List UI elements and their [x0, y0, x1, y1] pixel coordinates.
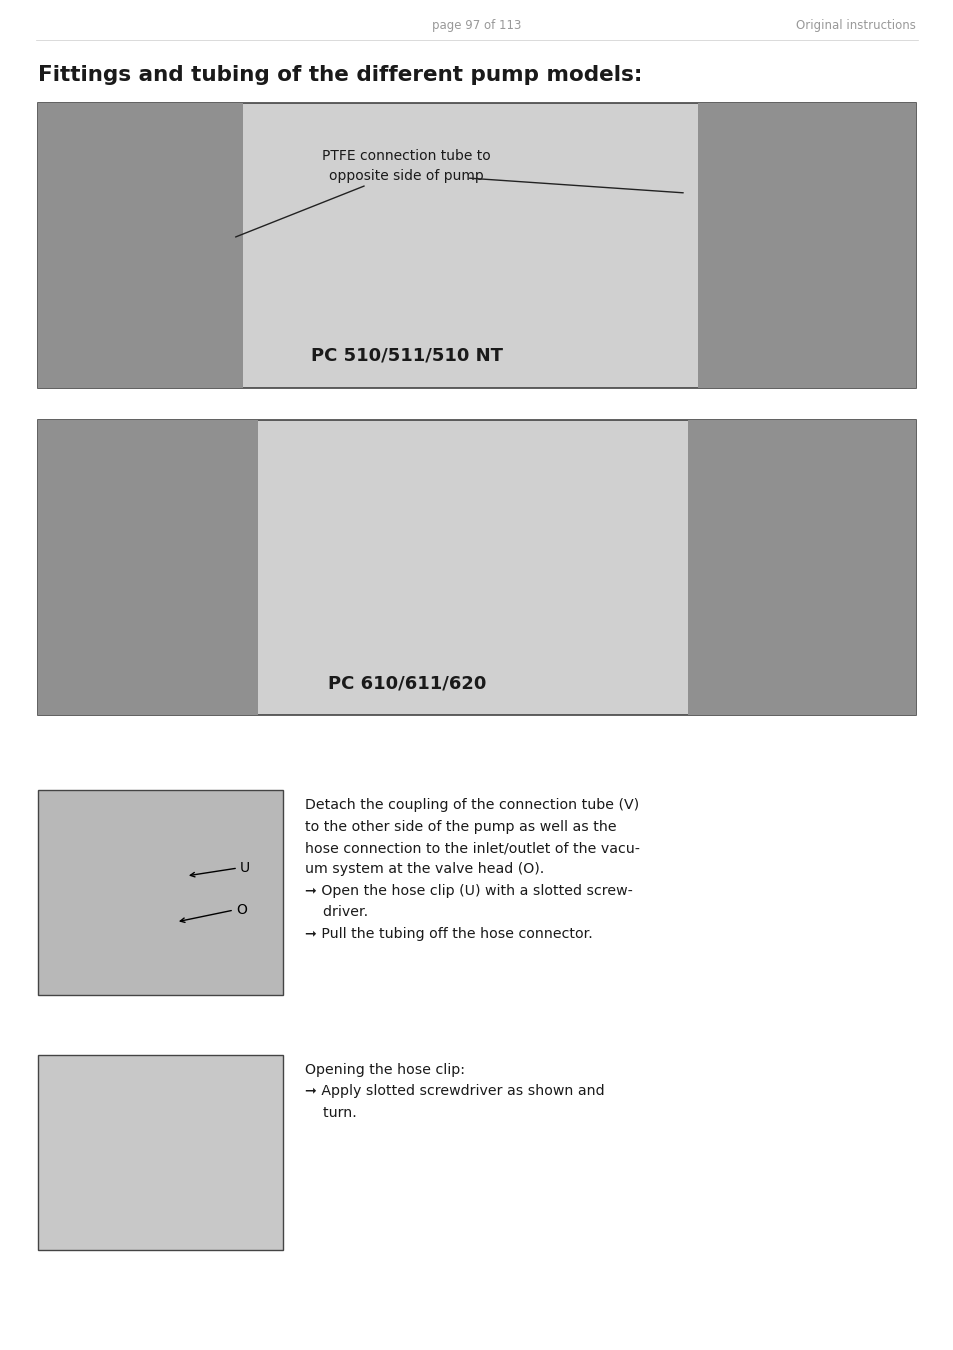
Bar	[38, 420, 915, 716]
Text: PC 610/611/620: PC 610/611/620	[327, 674, 485, 693]
Bar	[687, 420, 915, 716]
Text: ➞ Open the hose clip (U) with a slotted screw-: ➞ Open the hose clip (U) with a slotted …	[305, 884, 632, 898]
Text: U: U	[240, 861, 250, 875]
Text: turn.: turn.	[305, 1106, 356, 1120]
Text: Opening the hose clip:: Opening the hose clip:	[305, 1062, 464, 1077]
Text: ➞ Pull the tubing off the hose connector.: ➞ Pull the tubing off the hose connector…	[305, 927, 592, 941]
Text: Original instructions: Original instructions	[796, 19, 915, 32]
Bar	[38, 420, 257, 716]
Text: to the other side of the pump as well as the: to the other side of the pump as well as…	[305, 819, 616, 833]
Text: page 97 of 113: page 97 of 113	[432, 19, 521, 32]
Text: PC 510/511/510 NT: PC 510/511/510 NT	[311, 347, 502, 364]
Text: hose connection to the inlet/outlet of the vacu-: hose connection to the inlet/outlet of t…	[305, 841, 639, 855]
Bar	[38, 1054, 283, 1250]
Bar	[38, 790, 283, 995]
Bar	[38, 103, 915, 387]
Text: O: O	[235, 903, 247, 917]
Bar	[698, 103, 915, 387]
Text: driver.: driver.	[305, 906, 368, 919]
Text: Fittings and tubing of the different pump models:: Fittings and tubing of the different pum…	[38, 65, 641, 85]
Text: um system at the valve head (O).: um system at the valve head (O).	[305, 863, 543, 876]
Text: PTFE connection tube to: PTFE connection tube to	[322, 148, 491, 163]
Text: Detach the coupling of the connection tube (V): Detach the coupling of the connection tu…	[305, 798, 639, 811]
Bar	[38, 103, 243, 387]
Text: opposite side of pump: opposite side of pump	[329, 169, 483, 184]
Text: ➞ Apply slotted screwdriver as shown and: ➞ Apply slotted screwdriver as shown and	[305, 1084, 604, 1099]
